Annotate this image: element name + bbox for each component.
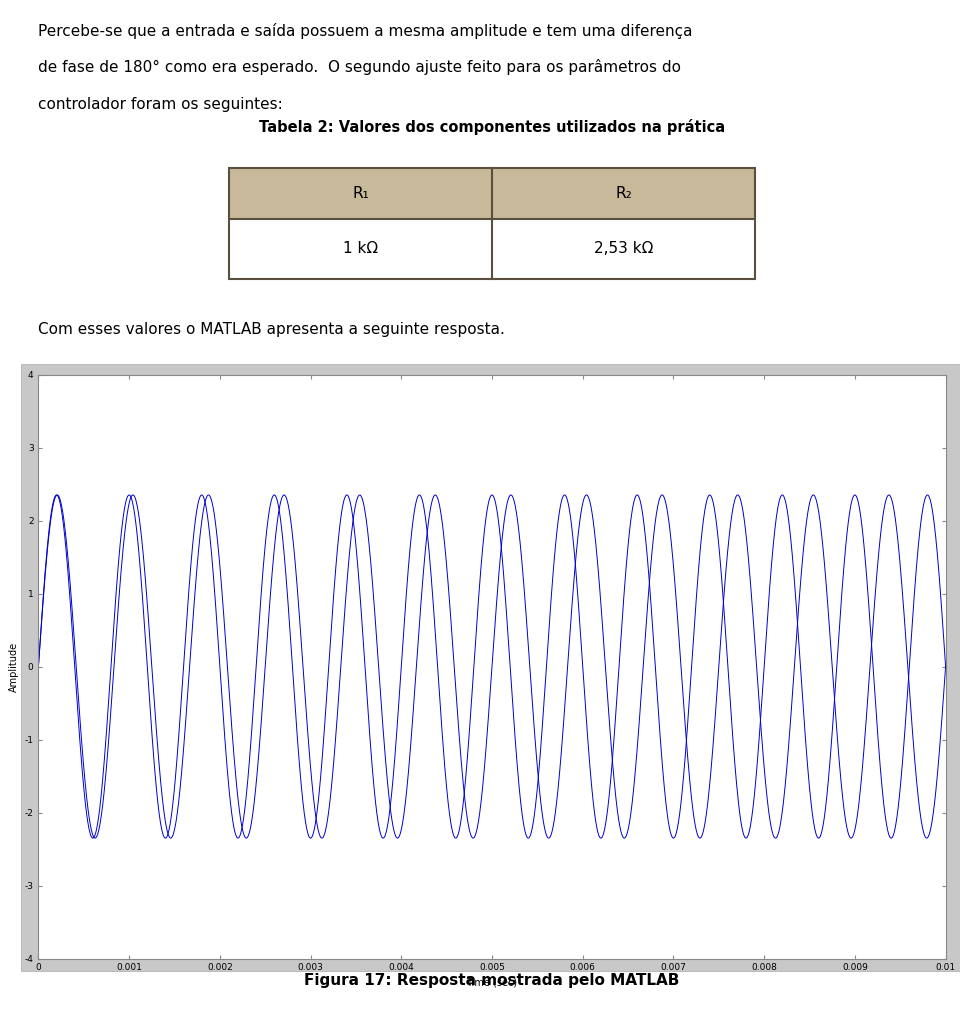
X-axis label: Time (sec): Time (sec)	[467, 978, 517, 988]
Text: R₂: R₂	[615, 186, 632, 200]
Y-axis label: Amplitude: Amplitude	[9, 641, 19, 692]
Text: Tabela 2: Valores dos componentes utilizados na prática: Tabela 2: Valores dos componentes utiliz…	[259, 119, 725, 135]
Bar	[228, 168, 756, 219]
Text: 2,53 kΩ: 2,53 kΩ	[594, 241, 653, 256]
Text: Com esses valores o MATLAB apresenta a seguinte resposta.: Com esses valores o MATLAB apresenta a s…	[38, 322, 505, 337]
Bar	[228, 168, 756, 279]
Text: Percebe-se que a entrada e saída possuem a mesma amplitude e tem uma diferença: Percebe-se que a entrada e saída possuem…	[38, 23, 693, 39]
Text: R₁: R₁	[352, 186, 369, 200]
Bar	[228, 219, 756, 279]
Text: controlador foram os seguintes:: controlador foram os seguintes:	[38, 97, 283, 113]
Text: Figura 17: Resposta mostrada pelo MATLAB: Figura 17: Resposta mostrada pelo MATLAB	[304, 973, 680, 989]
Text: de fase de 180° como era esperado.  O segundo ajuste feito para os parâmetros do: de fase de 180° como era esperado. O seg…	[38, 59, 682, 75]
Text: 1 kΩ: 1 kΩ	[343, 241, 378, 256]
